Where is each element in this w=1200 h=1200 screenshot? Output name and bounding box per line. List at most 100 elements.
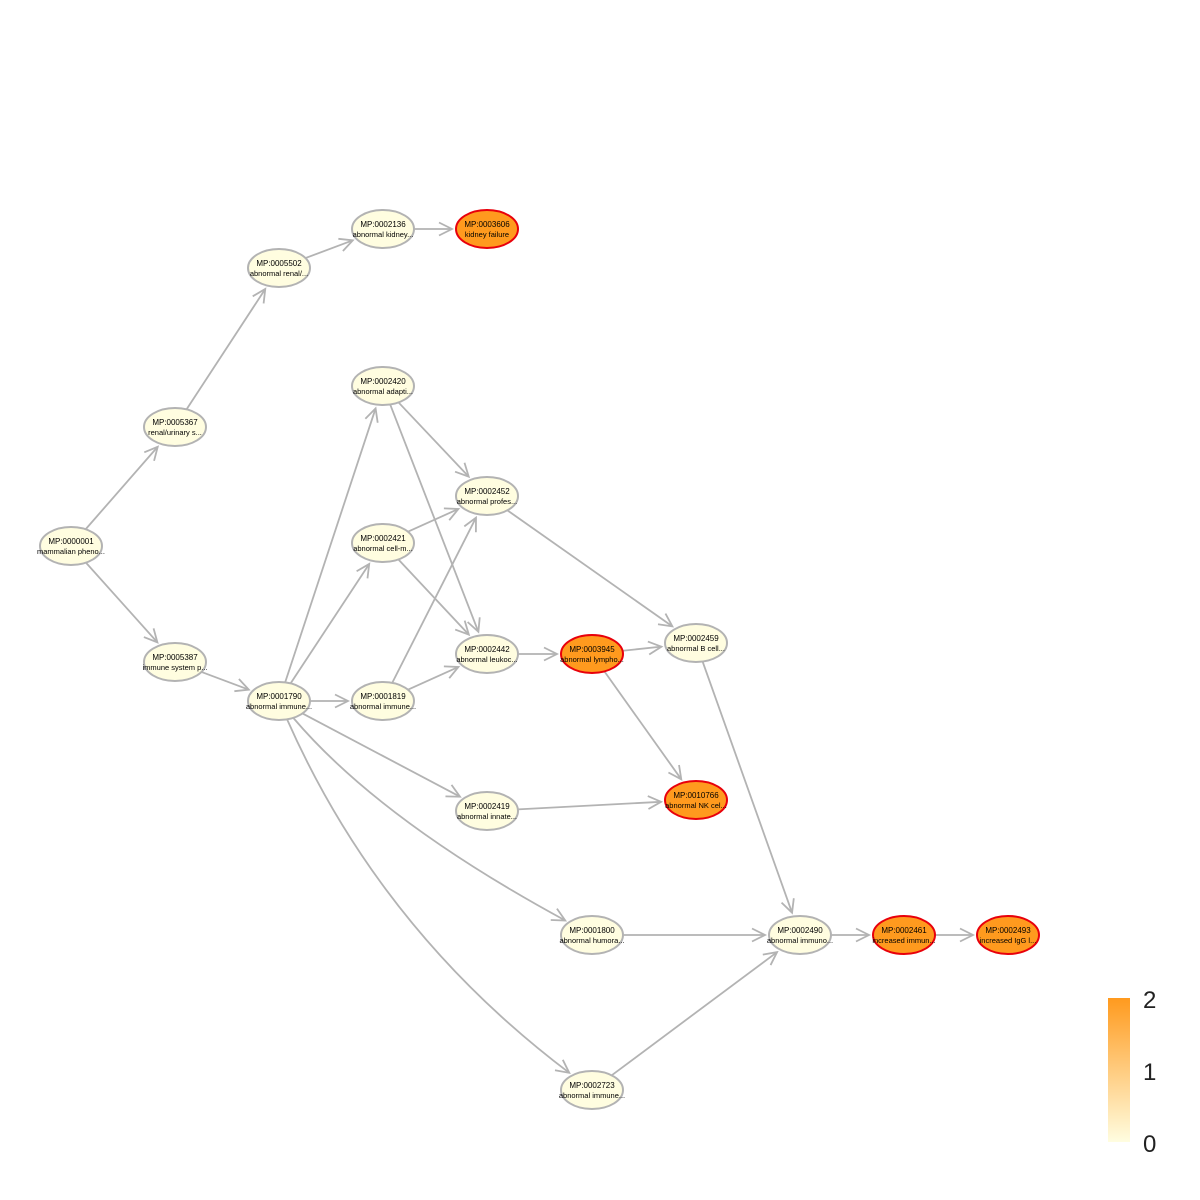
edge-MP0002461-to-MP0002493 (935, 927, 976, 943)
edge-arrowhead (143, 445, 160, 462)
edge-line (603, 670, 683, 780)
edge-MP0001790-to-MP0002419 (302, 712, 462, 798)
node-label-text: abnormal immuno... (767, 936, 833, 945)
node-ellipse (39, 526, 103, 566)
node-label-text: mammalian pheno... (37, 547, 105, 556)
edge-arrowhead (647, 640, 664, 656)
node-ellipse (976, 915, 1040, 955)
node-id-text: MP:0002136 (360, 220, 406, 229)
node-id-text: MP:0002419 (464, 802, 510, 811)
edge-MP0003945-to-MP0010766 (603, 670, 683, 781)
node-id-text: MP:0001819 (360, 692, 406, 701)
node-id-text: MP:0001790 (256, 692, 302, 701)
node-id-text: MP:0010766 (673, 791, 719, 800)
edge-arrowhead (443, 665, 461, 679)
edge-MP0001800-to-MP0002490 (623, 927, 768, 943)
node-ellipse (560, 915, 624, 955)
edge-line (407, 508, 459, 533)
edge-MP0005367-to-MP0005502 (185, 287, 267, 410)
node-label-text: abnormal immune... (246, 702, 312, 711)
edge-arrowhead (445, 784, 462, 798)
edge-MP0001790-to-MP0002723 (286, 718, 571, 1075)
legend-tick-min: 0 (1143, 1131, 1156, 1158)
edge-line (397, 558, 470, 636)
edge-line (305, 239, 354, 259)
edge-MP0001790-to-MP0001819 (310, 693, 351, 709)
legend-tick-mid: 1 (1143, 1059, 1156, 1086)
node-ellipse (247, 248, 311, 288)
edge-arrowhead (334, 693, 351, 709)
edge-MP0002723-to-MP0002490 (611, 950, 779, 1077)
legend-color-bar (1108, 998, 1130, 1142)
node-id-text: MP:0005502 (256, 259, 302, 268)
edge-MP0002490-to-MP0002461 (831, 927, 872, 943)
edge-arrowhead (554, 1059, 571, 1075)
edge-line (84, 446, 159, 530)
node-label-text: abnormal leukoc... (456, 655, 517, 664)
edge-arrowhead (234, 678, 251, 693)
edge-arrowhead (463, 515, 477, 533)
edge-line (289, 563, 370, 684)
node-ellipse (143, 407, 207, 447)
edge-arrowhead (657, 613, 675, 628)
edge-line (506, 509, 673, 628)
node-ellipse (664, 623, 728, 663)
node-id-text: MP:0005387 (152, 653, 198, 662)
edge-arrowhead (143, 628, 159, 644)
node-id-text: MP:0002461 (881, 926, 927, 935)
node-id-text: MP:0002493 (985, 926, 1031, 935)
edge-MP0001819-to-MP0002452 (391, 515, 477, 684)
node-label-text: abnormal NK cel... (665, 801, 727, 810)
node-label-text: abnormal immune... (350, 702, 416, 711)
edge-arrowhead (356, 562, 371, 579)
edge-line (185, 288, 267, 410)
edge-line (622, 645, 662, 652)
edge-arrowhead (855, 927, 872, 943)
node-label-text: increased IgG l... (980, 936, 1037, 945)
node-ellipse (351, 523, 415, 563)
node-label-text: abnormal humora... (559, 936, 624, 945)
edge-line (701, 661, 793, 913)
edge-MP0001819-to-MP0002442 (407, 665, 461, 691)
node-id-text: MP:0000001 (48, 537, 94, 546)
node-id-text: MP:0003606 (464, 220, 510, 229)
node-label-text: abnormal innate... (457, 812, 517, 821)
node-id-text: MP:0002723 (569, 1081, 615, 1090)
edge-arrowhead (454, 462, 471, 479)
edge-MP0002452-to-MP0002459 (506, 509, 675, 628)
edge-MP0002421-to-MP0002442 (397, 558, 471, 637)
node-ellipse (351, 366, 415, 406)
node-label-text: abnormal B cell... (667, 644, 725, 653)
edge-arrowhead (454, 620, 471, 637)
edge-line (389, 404, 480, 633)
node-label-text: abnormal cell-m... (353, 544, 413, 553)
edge-arrowhead (647, 795, 664, 810)
node-id-text: MP:0002459 (673, 634, 719, 643)
legend-tick-max: 2 (1143, 987, 1156, 1014)
edge-arrowhead (780, 898, 795, 915)
node-label-text: abnormal kidney... (353, 230, 414, 239)
node-label-text: increased immun... (872, 936, 935, 945)
node-label-text: abnormal immune... (559, 1091, 625, 1100)
node-ellipse (455, 209, 519, 249)
node-id-text: MP:0002452 (464, 487, 510, 496)
node-label-text: abnormal renal/... (250, 269, 308, 278)
edge-MP0005502-to-MP0002136 (305, 237, 355, 259)
node-ellipse (768, 915, 832, 955)
edge-arrowhead (438, 221, 455, 237)
edge-arrowhead (467, 617, 481, 634)
edge-arrowhead (443, 507, 461, 521)
edge-MP0005387-to-MP0001790 (201, 671, 251, 693)
edge-line (611, 951, 778, 1077)
node-label-text: kidney failure (465, 230, 509, 239)
